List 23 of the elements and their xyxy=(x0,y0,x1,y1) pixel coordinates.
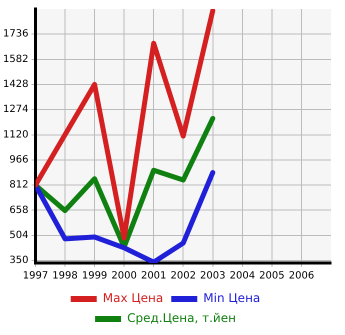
legend-label: Сред.Цена, т.йен xyxy=(127,311,236,326)
x-tick-label: 2002 xyxy=(170,270,196,282)
x-tick-label: 2001 xyxy=(140,270,166,282)
y-tick-label: 504 xyxy=(9,230,28,241)
y-tick-label: 1736 xyxy=(2,28,28,40)
y-tick-label: 1582 xyxy=(2,54,28,65)
legend-label: Max Цена xyxy=(102,291,164,306)
y-tick-label: 812 xyxy=(9,180,28,191)
x-tick-label: 1998 xyxy=(52,270,78,282)
y-tick-label: 1120 xyxy=(2,129,28,140)
y-tick-label: 658 xyxy=(9,204,28,216)
x-tick-label: 2004 xyxy=(230,270,256,282)
x-tick-label: 2005 xyxy=(259,270,285,282)
y-tick-label: 1428 xyxy=(2,79,28,90)
legend-label: Min Цена xyxy=(203,291,260,306)
x-tick-label: 2006 xyxy=(288,270,314,282)
y-tick-label: 1274 xyxy=(2,104,28,116)
y-tick-label: 350 xyxy=(9,255,28,266)
x-tick-label: 2003 xyxy=(200,270,226,282)
x-tick-label: 2000 xyxy=(111,270,137,282)
x-tick-label: 1999 xyxy=(82,270,108,282)
x-tick-label: 1997 xyxy=(22,270,48,282)
y-tick-label: 966 xyxy=(9,154,28,166)
